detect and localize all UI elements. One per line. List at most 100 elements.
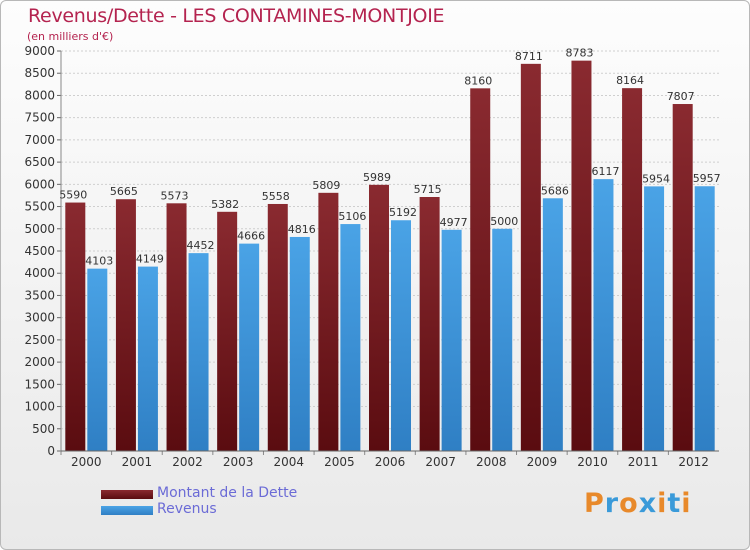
legend-swatch-debt xyxy=(101,490,153,499)
data-label-debt: 5558 xyxy=(262,190,290,203)
data-label-debt: 5989 xyxy=(363,171,391,184)
data-label-debt: 5715 xyxy=(414,183,442,196)
data-label-debt: 8160 xyxy=(464,74,492,87)
y-tick-label: 500 xyxy=(32,422,55,436)
bar-debt xyxy=(672,104,693,452)
bar-revenue xyxy=(289,236,310,451)
data-label-debt: 5382 xyxy=(211,198,239,211)
logo-letter: P xyxy=(584,488,605,519)
y-tick-label: 8500 xyxy=(24,66,55,80)
bar-debt xyxy=(622,88,643,452)
data-label-debt: 8164 xyxy=(616,74,644,87)
y-tick-label: 2000 xyxy=(24,355,55,369)
chart-title: Revenus/Dette - LES CONTAMINES-MONTJOIE xyxy=(28,5,445,27)
data-label-debt: 5665 xyxy=(110,185,138,198)
bar-revenue xyxy=(593,179,614,451)
data-label-revenue: 5192 xyxy=(389,206,417,219)
bar-revenue xyxy=(644,186,665,451)
y-tick-label: 3000 xyxy=(24,311,55,325)
bar-debt xyxy=(470,88,491,451)
y-tick-label: 4500 xyxy=(24,244,55,258)
legend-swatch-revenue xyxy=(101,506,153,515)
y-tick-label: 8000 xyxy=(24,88,55,102)
y-tick-label: 7500 xyxy=(24,111,55,125)
bar-revenue xyxy=(239,243,260,451)
logo-letter: t xyxy=(667,488,682,519)
data-label-revenue: 5686 xyxy=(541,184,569,197)
bar-revenue xyxy=(391,220,411,451)
x-tick-label: 2008 xyxy=(476,455,507,469)
y-tick-label: 5000 xyxy=(24,222,55,236)
data-label-revenue: 5106 xyxy=(338,210,366,223)
data-label-revenue: 4452 xyxy=(187,239,215,252)
y-tick-label: 2500 xyxy=(24,333,55,347)
bar-debt xyxy=(520,63,541,451)
x-tick-label: 2002 xyxy=(172,455,203,469)
y-tick-label: 7000 xyxy=(24,133,55,147)
bar-debt xyxy=(166,203,187,451)
x-tick-label: 2011 xyxy=(628,455,659,469)
bar-revenue xyxy=(188,253,209,451)
y-tick-label: 4000 xyxy=(24,266,55,280)
data-label-revenue: 4666 xyxy=(237,230,265,243)
y-tick-label: 1500 xyxy=(24,377,55,391)
logo-letter: r xyxy=(604,488,620,519)
x-tick-label: 2003 xyxy=(223,455,254,469)
data-label-revenue: 4816 xyxy=(288,223,316,236)
bar-revenue xyxy=(441,229,462,451)
data-label-revenue: 4977 xyxy=(440,216,468,229)
grid-lines xyxy=(61,50,719,452)
x-tick-label: 2012 xyxy=(678,455,709,469)
y-tick-label: 5500 xyxy=(24,200,55,214)
bar-revenue xyxy=(694,186,715,451)
data-labels: 5590 4103 5665 4149 5573 4452 5382 4666 5558 4816… xyxy=(59,47,720,268)
data-label-revenue: 4103 xyxy=(85,255,113,268)
data-label-revenue: 4149 xyxy=(136,253,164,266)
data-label-debt: 5590 xyxy=(59,189,87,202)
y-axis-ticks: 0 500 1000 1500 2000 2500 3000 3500 4000 4500 5000… xyxy=(24,44,62,458)
bar-debt xyxy=(369,184,389,452)
x-axis-ticks: 2000 2001 2002 2003 2004 2005 2006 2007 2008 2009… xyxy=(60,451,709,469)
x-tick-label: 2009 xyxy=(527,455,558,469)
bar-revenue xyxy=(137,266,158,451)
bar-debt xyxy=(217,211,238,451)
data-label-debt: 7807 xyxy=(667,90,695,103)
bar-debt xyxy=(115,199,136,451)
x-tick-label: 2004 xyxy=(273,455,304,469)
data-label-debt: 8711 xyxy=(515,50,543,63)
chart-subtitle: (en milliers d'€) xyxy=(27,30,114,43)
bar-debt xyxy=(571,60,592,452)
y-tick-label: 1000 xyxy=(24,400,55,414)
bars xyxy=(65,60,715,452)
x-tick-label: 2006 xyxy=(375,455,406,469)
data-label-debt: 5809 xyxy=(312,179,340,192)
x-tick-label: 2001 xyxy=(122,455,153,469)
legend-label-debt: Montant de la Dette xyxy=(157,485,298,501)
bar-revenue xyxy=(340,224,361,451)
data-label-revenue: 6117 xyxy=(591,165,619,178)
logo-letter: i xyxy=(681,488,692,519)
y-tick-label: 6500 xyxy=(24,155,55,169)
x-tick-label: 2000 xyxy=(71,455,102,469)
data-label-debt: 5573 xyxy=(161,189,189,202)
bar-debt xyxy=(267,203,288,451)
x-tick-label: 2010 xyxy=(577,455,608,469)
bar-debt xyxy=(419,197,440,451)
y-tick-label: 9000 xyxy=(24,44,55,58)
bar-debt xyxy=(318,192,339,452)
y-tick-label: 6000 xyxy=(24,177,55,191)
bar-revenue xyxy=(492,228,513,451)
bar-revenue xyxy=(87,268,108,451)
x-tick-label: 2007 xyxy=(425,455,456,469)
y-tick-label: 3500 xyxy=(24,288,55,302)
data-label-revenue: 5954 xyxy=(642,172,670,185)
data-label-revenue: 5000 xyxy=(490,215,518,228)
data-label-revenue: 5957 xyxy=(693,172,721,185)
y-tick-label: 0 xyxy=(47,444,55,458)
bar-revenue xyxy=(542,198,563,451)
legend-label-revenue: Revenus xyxy=(157,501,217,517)
data-label-debt: 8783 xyxy=(565,47,593,60)
logo-letter: o xyxy=(619,488,639,519)
